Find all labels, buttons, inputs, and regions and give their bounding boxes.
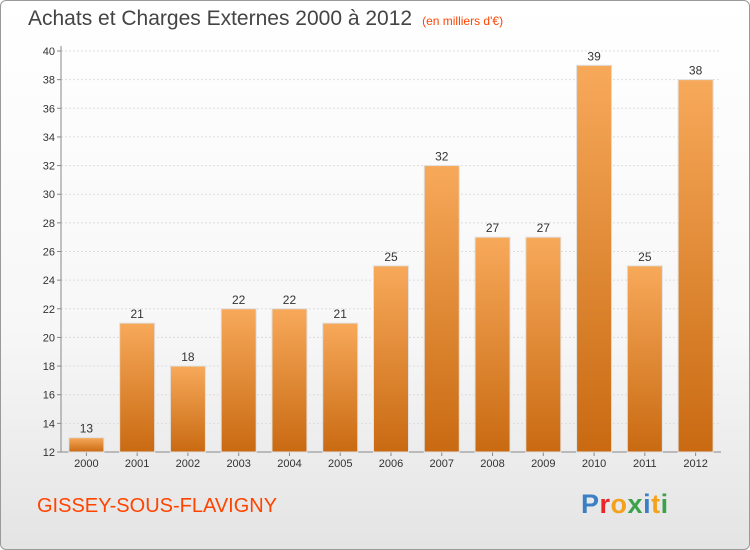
data-label-2005: 21 <box>334 307 348 321</box>
x-tick-label-2003: 2003 <box>226 458 250 470</box>
data-label-2001: 21 <box>130 307 144 321</box>
x-tick-label-2005: 2005 <box>328 458 352 470</box>
data-label-2007: 32 <box>435 150 449 164</box>
bar-2005 <box>322 322 359 453</box>
y-tick-label: 14 <box>43 418 55 430</box>
proxiti-logo: Proxiti <box>581 489 669 520</box>
bar-2012 <box>677 79 714 453</box>
y-tick-label: 30 <box>43 189 55 201</box>
data-label-2011: 25 <box>638 250 652 264</box>
bar-2006 <box>373 265 409 453</box>
x-tick-label-2004: 2004 <box>277 458 301 470</box>
x-tick-label-2001: 2001 <box>125 458 149 470</box>
bar-2009 <box>525 236 562 453</box>
logo-letter: r <box>599 489 611 519</box>
x-tick-label-2009: 2009 <box>531 458 555 470</box>
y-tick-label: 32 <box>43 161 55 173</box>
x-tick-label-2011: 2011 <box>633 458 657 470</box>
chart-title-block: Achats et Charges Externes 2000 à 2012 (e… <box>28 7 503 31</box>
data-label-2006: 25 <box>384 250 398 264</box>
y-tick-label: 22 <box>43 304 55 316</box>
bar-2002 <box>169 365 206 453</box>
data-label-2000: 13 <box>80 422 94 436</box>
bar-2011 <box>626 265 663 453</box>
chart-unit: (en milliers d'€) <box>422 14 504 28</box>
bar-2010 <box>576 64 613 453</box>
y-tick-label: 26 <box>43 247 55 259</box>
logo-letter: o <box>610 489 628 519</box>
bar-layer <box>68 64 714 453</box>
logo-letter: t <box>651 489 661 519</box>
x-tick-label-2000: 2000 <box>74 458 98 470</box>
y-tick-label: 34 <box>43 132 55 144</box>
y-tick-label: 36 <box>43 103 55 115</box>
data-label-2010: 39 <box>587 49 601 63</box>
y-tick-label: 28 <box>43 218 55 230</box>
bar-2001 <box>119 322 156 453</box>
bar-2007 <box>423 165 460 453</box>
x-tick-label-2010: 2010 <box>582 458 606 470</box>
bar-2008 <box>474 236 511 453</box>
bar-2000 <box>68 437 105 453</box>
y-tick-label: 40 <box>43 46 55 58</box>
chart-title: Achats et Charges Externes 2000 à 2012 <box>28 7 413 30</box>
bar-2003 <box>220 308 257 453</box>
logo-letter: i <box>643 489 652 519</box>
bar-2004 <box>271 308 308 453</box>
y-tick-label: 24 <box>43 275 55 287</box>
logo-letter: i <box>660 489 669 519</box>
data-label-2008: 27 <box>486 221 500 235</box>
y-tick-label: 12 <box>43 447 55 459</box>
y-tick-label: 18 <box>43 361 55 373</box>
label-layer: 13 21 18 22 22 21 25 32 27 27 39 25 38 <box>80 49 703 435</box>
logo-letter: P <box>581 489 600 519</box>
x-tick-label-2007: 2007 <box>430 458 454 470</box>
x-tick-label-2006: 2006 <box>379 458 403 470</box>
data-label-2012: 38 <box>689 64 703 78</box>
x-tick-label-2002: 2002 <box>176 458 200 470</box>
logo-letter: x <box>627 489 644 519</box>
commune-name: GISSEY-SOUS-FLAVIGNY <box>37 495 278 517</box>
y-tick-label: 20 <box>43 332 55 344</box>
data-label-2003: 22 <box>232 293 246 307</box>
x-tick-label-2008: 2008 <box>480 458 504 470</box>
y-tick-label: 38 <box>43 75 55 87</box>
data-label-2002: 18 <box>181 350 195 364</box>
x-tick-label-2012: 2012 <box>683 458 707 470</box>
data-label-2009: 27 <box>537 221 551 235</box>
data-label-2004: 22 <box>283 293 297 307</box>
y-tick-label: 16 <box>43 390 55 402</box>
